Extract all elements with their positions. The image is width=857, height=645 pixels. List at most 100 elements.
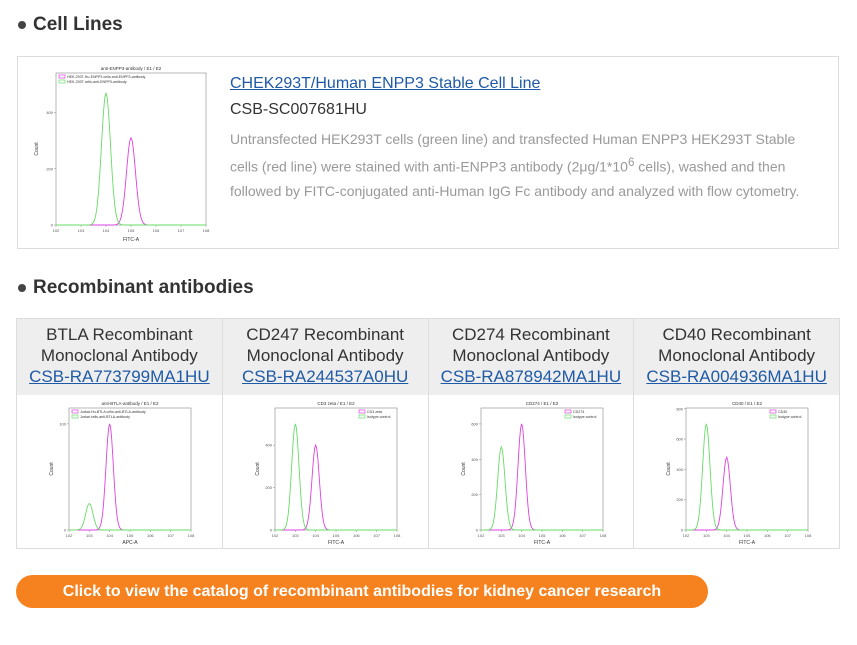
x-axis-label: FITC-A [328,540,345,546]
legend-label: Jurkat-Hu-BTLA cells-anti-BTLA-antibody [80,410,146,414]
antibody-code-link[interactable]: CSB-RA878942MA1HU [440,367,622,386]
antibody-code-link[interactable]: CSB-RA004936MA1HU [646,367,827,386]
x-tick-label: 107 [178,228,185,233]
x-tick-label: 103 [497,533,504,538]
x-axis-label: APC-A [122,540,138,546]
x-axis-label: FITC-A [123,237,140,243]
y-tick-label: 0 [51,223,54,228]
legend-swatch [58,74,66,79]
bullet-icon [18,21,26,29]
legend-swatch [358,414,366,419]
series-line-red [686,455,809,531]
antibody-header: CD247 Recombinant Monoclonal Antibody CS… [222,319,428,395]
enpp3-flow-histogram: anti-ENPP3-antibody / E1 / E2 HEK-293T-Hu… [34,66,210,243]
x-tick-label: 106 [147,533,154,538]
y-axis-label: Count [255,462,261,476]
x-tick-label: 102 [477,533,484,538]
legend-swatch [71,414,79,419]
section-title-antibodies: Recombinant antibodies [18,277,254,299]
x-tick-label: 104 [724,533,731,538]
y-tick-label: 0 [64,528,67,533]
x-tick-label: 103 [292,533,299,538]
chart-title: CD40 / E1 / E2 [732,401,763,406]
series-line-red [69,423,191,531]
plot-frame [685,407,809,531]
y-tick-label: 0 [681,528,684,533]
x-tick-label: 102 [271,533,278,538]
x-tick-label: 103 [703,533,710,538]
antibody-header: CD40 Recombinant Monoclonal Antibody CSB… [634,319,839,395]
antibody-name-line2: Monoclonal Antibody [452,346,610,365]
legend-label: Isotype control [367,415,391,419]
y-axis-label: Count [461,462,467,476]
antibody-card-cd274: CD274 Recombinant Monoclonal Antibody CS… [428,319,635,548]
antibody-code-link[interactable]: CSB-RA244537A0HU [241,367,409,386]
chart-title: CD274 / E1 / E2 [525,401,558,406]
x-tick-label: 105 [538,533,545,538]
antibody-name-line1: CD247 Recombinant [246,325,405,344]
x-tick-label: 105 [128,228,135,233]
btla-flow-histogram: anti-BTLA-antibody / E1 / E2 Jurkat-Hu-BT… [49,401,195,546]
antibody-card-cd40: CD40 Recombinant Monoclonal Antibody CSB… [634,319,839,548]
legend-label: Isotype control [778,415,802,419]
plot-frame [68,407,192,531]
plot-frame [480,407,603,531]
y-tick-label: 400 [677,467,684,472]
antibody-name-line2: Monoclonal Antibody [658,346,816,365]
plot-frame [274,407,398,531]
x-tick-label: 107 [373,533,380,538]
legend-swatch [769,414,777,419]
series-line-green [686,423,809,531]
cell-lines-title: Cell Lines [33,14,123,35]
x-axis-label: FITC-A [533,540,550,546]
legend-label: Jurkat cells-anti-BTLA-antibody [80,415,130,419]
legend-label: HEK-293T cells-anti-ENPP3-antibody [67,80,127,84]
desc-superscript: 6 [627,156,635,169]
legend-label: CD274 [573,410,584,414]
chart-title: CD3 zeta / E1 / E2 [317,401,355,406]
series-line-green [69,502,191,531]
antibody-name-line1: BTLA Recombinant [46,325,193,344]
section-title-cell-lines: Cell Lines [18,14,123,36]
y-tick-label: 400 [46,110,53,115]
x-axis-label: FITC-A [739,540,756,546]
y-tick-label: 600 [677,437,684,442]
legend-swatch [564,414,571,419]
y-tick-label: 200 [677,497,684,502]
antibody-name-line1: CD274 Recombinant [451,325,610,344]
legend-label: Isotype control [573,415,597,419]
x-tick-label: 103 [86,533,93,538]
x-tick-label: 108 [393,533,400,538]
x-tick-label: 105 [744,533,751,538]
legend-label: CD40 [778,410,787,414]
series-line-green [480,445,603,531]
legend-swatch [58,79,66,84]
y-axis-label: Count [49,462,55,476]
y-tick-label: 200 [265,485,272,490]
antibody-card-btla: BTLA Recombinant Monoclonal Antibody CSB… [17,319,223,548]
cell-line-link[interactable]: CHEK293T/Human ENPP3 Stable Cell Line [230,75,541,92]
legend-swatch [358,409,366,414]
catalog-cta-button[interactable]: Click to view the catalog of recombinant… [16,575,708,608]
y-tick-label: 800 [677,406,684,411]
x-tick-label: 102 [66,533,73,538]
plot-frame [55,72,207,226]
y-axis-label: Count [666,462,672,476]
antibody-code-link[interactable]: CSB-RA773799MA1HU [29,367,210,386]
x-tick-label: 108 [188,533,195,538]
antibody-name-line2: Monoclonal Antibody [40,346,198,365]
x-tick-label: 106 [764,533,771,538]
legend-swatch [769,409,777,414]
x-tick-label: 106 [353,533,360,538]
y-axis-label: Count [34,142,40,156]
legend-label: CD3 zeta [367,410,382,414]
series-line-red [56,136,206,226]
y-tick-label: 0 [270,528,273,533]
series-line-green [56,92,206,226]
y-tick-label: 400 [265,443,272,448]
antibodies-title: Recombinant antibodies [33,277,254,298]
x-tick-label: 102 [683,533,690,538]
x-tick-label: 107 [785,533,792,538]
x-tick-label: 108 [203,228,210,233]
